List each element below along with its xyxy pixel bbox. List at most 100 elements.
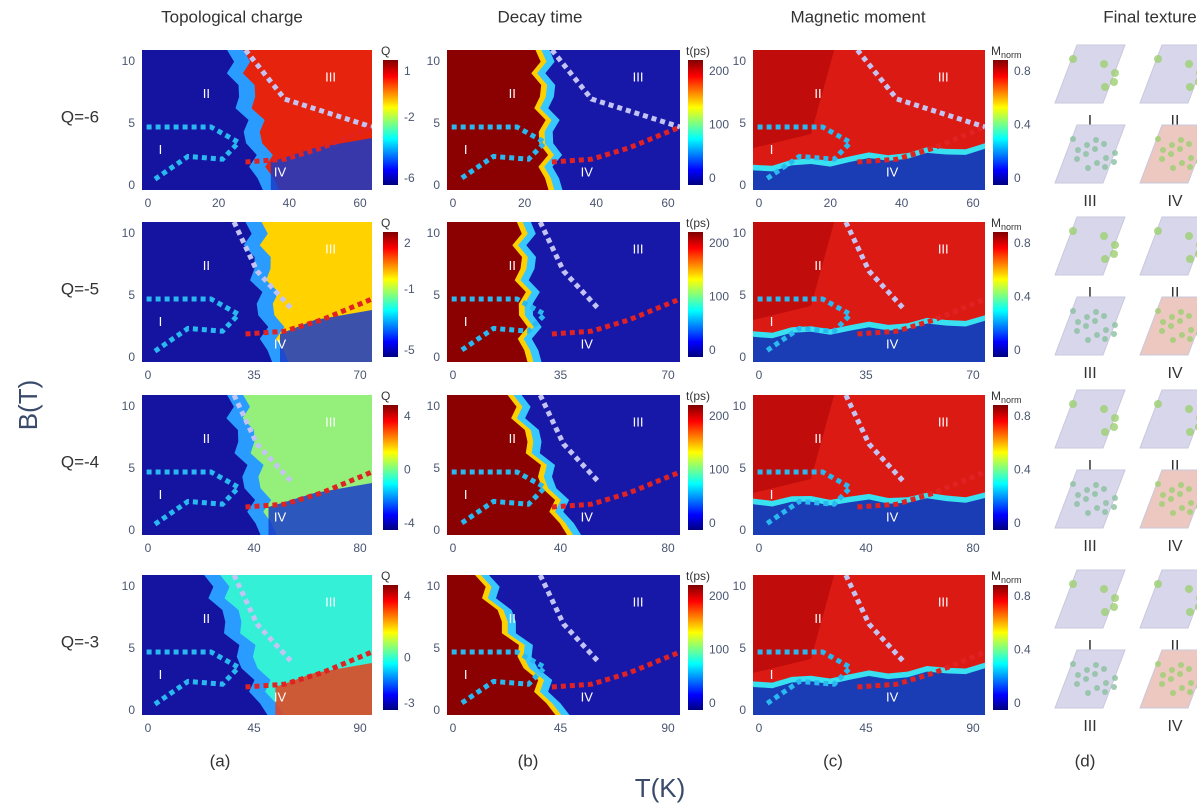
texture-spot [1074, 328, 1080, 334]
x-tick-label: 90 [661, 721, 675, 735]
region-label: II [814, 611, 821, 626]
texture-spot [1186, 83, 1194, 91]
y-tick-label: 0 [128, 350, 135, 364]
heatmap [753, 222, 985, 362]
region-label: II [203, 611, 210, 626]
texture-label: IV [1167, 538, 1182, 555]
colorbar-tick-label: 100 [709, 290, 729, 304]
texture-spot [1154, 227, 1162, 235]
texture-label: III [1083, 193, 1096, 210]
texture-spot [1102, 336, 1108, 342]
x-tick-label: 0 [756, 541, 763, 555]
y-tick-label: 5 [739, 288, 746, 302]
texture-spot [1185, 585, 1193, 593]
boundary-line [551, 649, 680, 690]
colorbar-tick-label: 0.8 [1014, 236, 1031, 250]
x-tick-label: 90 [353, 721, 367, 735]
boundary-line [757, 124, 855, 183]
y-tick-label: 0 [739, 350, 746, 364]
y-tick-label: 5 [739, 116, 746, 130]
texture-spot [1111, 504, 1117, 510]
texture-spot [1185, 405, 1193, 413]
y-tick-label: 0 [433, 178, 440, 192]
texture-spot [1085, 165, 1091, 171]
colorbar-title: Q [381, 44, 390, 58]
texture-spot [1075, 672, 1081, 678]
colorbar-title-main: Q [381, 389, 390, 403]
y-tick-label: 5 [433, 288, 440, 302]
texture-spot [1154, 55, 1162, 63]
texture-spot [1178, 137, 1184, 143]
texture-spot [1111, 241, 1119, 249]
texture-spot [1101, 83, 1109, 91]
texture-spot [1154, 580, 1162, 588]
texture-label: IV [1167, 193, 1182, 210]
texture-spot [1155, 136, 1161, 142]
texture-spot [1111, 69, 1119, 77]
y-tick-label: 0 [739, 703, 746, 717]
heatmap-body [447, 222, 680, 362]
x-tick-label: 20 [212, 196, 226, 210]
x-tick-label: 80 [966, 541, 980, 555]
colorbar-tick-label: 1 [404, 64, 411, 78]
colorbar-title-sub: norm [1001, 222, 1022, 232]
row-label: Q=-6 [61, 107, 99, 126]
texture-spot [1101, 255, 1109, 263]
colorbar-title: t(ps) [686, 216, 710, 230]
texture-spot [1092, 318, 1098, 324]
colorbar-title-sub: norm [1001, 395, 1022, 405]
x-tick-label: 60 [353, 196, 367, 210]
y-tick-label: 10 [122, 399, 136, 413]
texture-spot [1101, 666, 1107, 672]
texture-spot [1187, 509, 1193, 515]
texture-spot [1169, 142, 1175, 148]
colorbar-tick-label: 4 [404, 409, 411, 423]
boundary-line [843, 222, 906, 311]
texture-spot [1186, 608, 1194, 616]
texture-spot [1159, 501, 1165, 507]
boundary-line [857, 649, 985, 690]
region [753, 668, 985, 715]
region [753, 148, 985, 190]
y-tick-label: 10 [122, 54, 136, 68]
region-label: I [464, 667, 468, 682]
y-tick-label: 0 [128, 178, 135, 192]
texture-spot [1160, 672, 1166, 678]
texture-label: II [1171, 458, 1180, 475]
region-label: I [159, 314, 163, 329]
row-label: Q=-3 [61, 632, 99, 651]
colorbar-tick-label: 0 [404, 650, 411, 664]
region [753, 575, 835, 673]
texture-spot [1101, 141, 1107, 147]
texture-spot [1169, 487, 1175, 493]
region-label: III [938, 241, 949, 256]
region-label: I [770, 314, 774, 329]
colorbar-title: Q [381, 569, 390, 583]
texture-spot [1083, 151, 1089, 157]
colorbar-title-sub: norm [1001, 575, 1022, 585]
heatmap [142, 575, 372, 715]
region-label: I [159, 142, 163, 157]
texture-spot [1103, 680, 1109, 686]
colorbar-tick-label: 200 [709, 64, 729, 78]
y-tick-label: 0 [433, 350, 440, 364]
colorbar-tick-label: -3 [404, 696, 415, 710]
colorbar-title-main: t(ps) [686, 389, 710, 403]
region-label: II [814, 258, 821, 273]
colorbar-tick-label: 0.8 [1014, 64, 1031, 78]
colorbar-tick-label: 0 [709, 516, 716, 530]
colorbar-title-main: t(ps) [686, 569, 710, 583]
region-label: IV [886, 165, 899, 180]
region-label: IV [581, 510, 594, 525]
region-label: II [509, 611, 516, 626]
texture-label: I [1088, 113, 1092, 130]
region-label: III [325, 241, 336, 256]
texture-spot [1100, 232, 1108, 240]
region-label: IV [274, 337, 287, 352]
colorbar-tick-label: 100 [709, 118, 729, 132]
panel-label: (c) [823, 751, 843, 770]
texture-spot [1101, 608, 1109, 616]
texture-spot [1186, 141, 1192, 147]
colorbar-title-main: Q [381, 569, 390, 583]
y-tick-label: 10 [733, 399, 747, 413]
